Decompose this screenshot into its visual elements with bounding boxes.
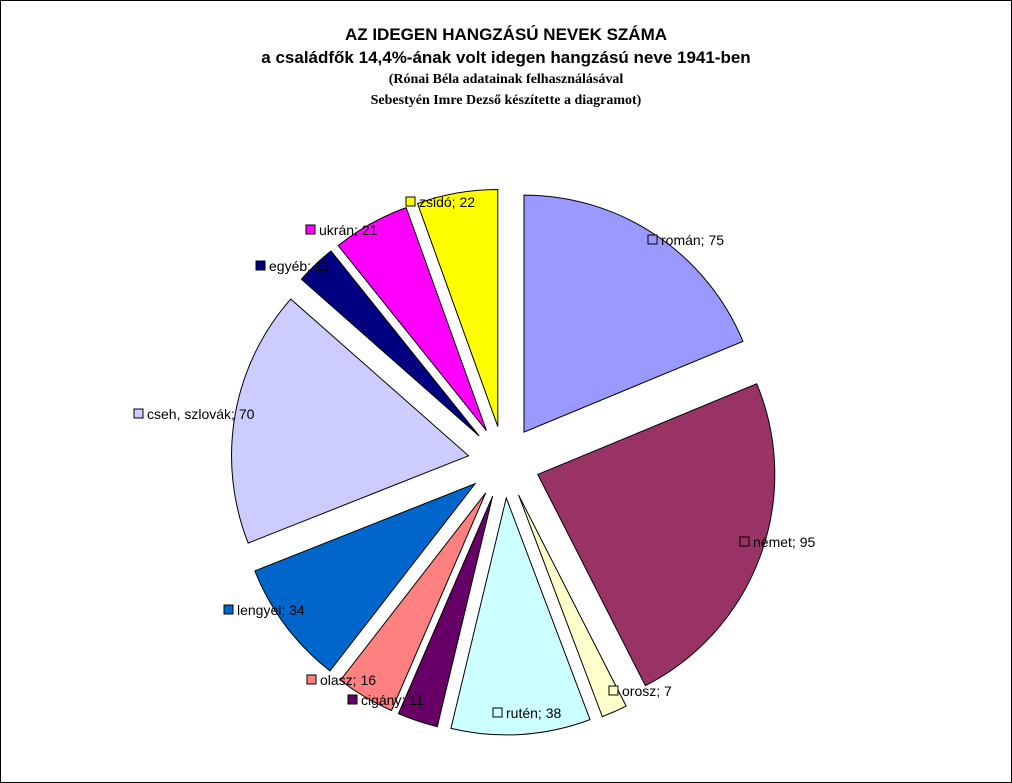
slice-label-7: cseh, szlovák; 70	[147, 406, 255, 422]
pie-slice-9	[337, 206, 487, 431]
legend-swatch-5	[306, 674, 317, 685]
pie-slice-2	[518, 494, 627, 718]
slice-label-5: olasz; 16	[320, 672, 376, 688]
chart-subtitle: a családfők 14,4%-ának volt idegen hangz…	[261, 48, 751, 67]
legend-swatch-8	[255, 260, 266, 271]
legend-swatch-1	[739, 536, 750, 547]
legend-swatch-6	[223, 604, 234, 615]
slice-label-6: lengyel; 34	[237, 602, 305, 618]
legend-swatch-7	[133, 408, 144, 419]
slice-label-3: rutén; 38	[506, 705, 561, 721]
pie-slice-4	[397, 495, 494, 728]
slice-label-2: orosz; 7	[622, 683, 672, 699]
chart-titles: AZ IDEGEN HANGZÁSÚ NEVEK SZÁMA a családf…	[1, 23, 1011, 111]
pie-slice-7	[231, 298, 470, 544]
pie-slice-8	[300, 250, 480, 437]
slice-label-10: zsidó; 22	[419, 194, 475, 210]
legend-swatch-3	[492, 707, 503, 718]
slice-label-9: ukrán; 21	[319, 222, 378, 238]
pie-slice-6	[254, 482, 477, 672]
chart-title: AZ IDEGEN HANGZÁSÚ NEVEK SZÁMA	[344, 25, 668, 44]
pie-slice-0	[523, 194, 744, 433]
legend-swatch-0	[647, 234, 658, 245]
pie-slice-5	[339, 492, 487, 712]
slice-label-1: német; 95	[753, 534, 815, 550]
chart-note-line2: Sebestyén Imre Dezső készítette a diagra…	[370, 93, 642, 108]
legend-swatch-10	[405, 196, 416, 207]
slice-label-0: román; 75	[661, 232, 724, 248]
legend-swatch-2	[608, 685, 619, 696]
slice-label-4: cigány; 11	[361, 692, 424, 708]
pie-slice-1	[537, 383, 776, 687]
pie-slice-10	[416, 189, 499, 427]
legend-swatch-4	[347, 694, 358, 705]
pie-slice-3	[450, 496, 591, 736]
legend-swatch-9	[305, 224, 316, 235]
slice-label-8: egyéb; 11	[269, 258, 330, 274]
chart-note-line1: (Rónai Béla adatainak felhasználásával	[388, 72, 624, 87]
